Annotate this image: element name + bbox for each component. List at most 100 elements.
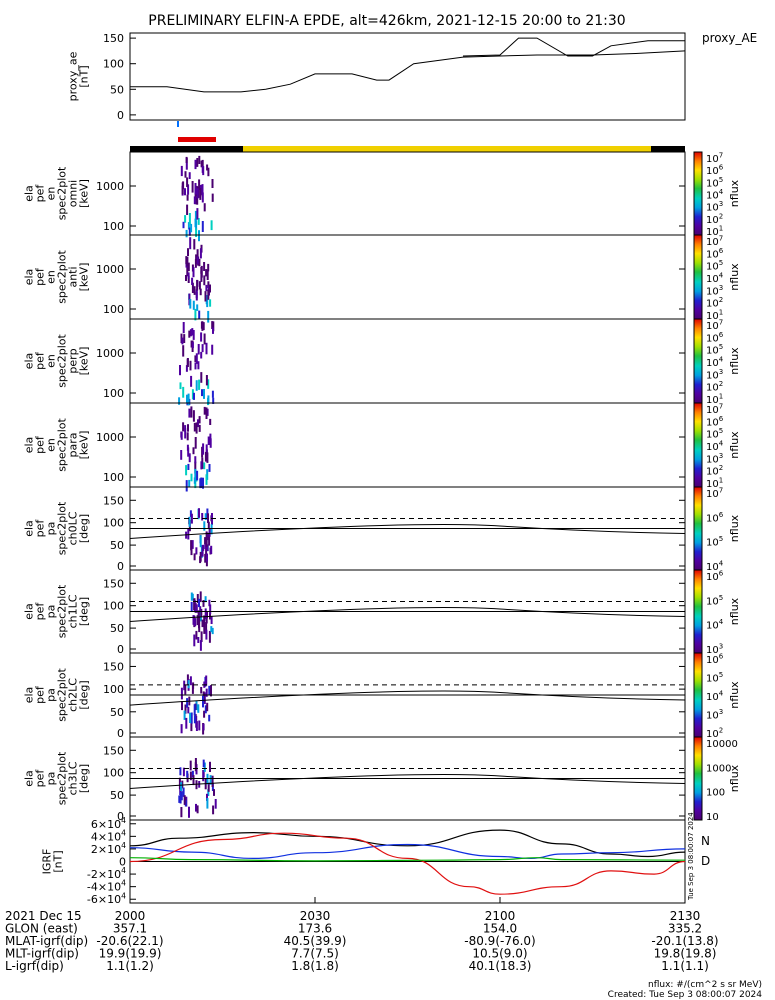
spec2plot_ch2LC-ytick-label: 50 [110, 706, 124, 719]
spec2plot_ch3LC-pixel [182, 767, 185, 777]
spec2plot_anti-pixel [187, 275, 190, 283]
xaxis-row-label: 2021 Dec 15 [5, 909, 82, 923]
red-marker [178, 137, 216, 142]
spec2plot_omni-frame [129, 151, 686, 236]
spec2plot_para-colorbar-tick: 105 [706, 427, 723, 441]
spec2plot_para-pixel [188, 479, 191, 487]
spec2plot_para-pixel [187, 424, 189, 432]
spec2plot_ch1LC-pixel [211, 627, 214, 635]
spec2plot_ch0LC-pixel [210, 524, 213, 535]
spec2plot_ch2LC-colorbar-tick: 106 [706, 653, 724, 667]
panel-spec2plot_ch0LC: elapefpaspec2plotch0LC[deg] 150 100 50 0 107 1… [23, 486, 741, 573]
spec2plot_ch3LC-ylabel: elapefpaspec2plotch3LC[deg] [23, 751, 91, 805]
spec2plot_para-pixel [206, 408, 209, 416]
spec2plot_ch3LC-colorbar-tick: 10000 [706, 739, 738, 750]
spec2plot_anti-pixel [196, 279, 199, 291]
spec2plot_ch1LC-pixel [203, 623, 206, 634]
spec2plot_para-colorbar-label: nflux [728, 431, 741, 459]
panel-spec2plot_ch1LC: elapefpaspec2plotch1LC[deg] 150 100 50 0 106 1… [23, 569, 741, 656]
spec2plot_perp-colorbar [693, 318, 703, 404]
igrf-ytick-label: 4×104 [91, 828, 126, 843]
spec2plot_perp-pixel [193, 392, 195, 400]
spec2plot_ch1LC-pixel [190, 601, 193, 612]
spec2plot_ch1LC-pixel [193, 634, 196, 647]
spec2plot_para-pixel [188, 408, 191, 418]
spec2plot_omni-pixel [210, 220, 213, 231]
xaxis-value: 2000 [115, 909, 146, 923]
spec2plot_ch3LC-pixel [209, 761, 211, 772]
spec2plot_ch2LC-colorbar-tick: 103 [706, 708, 723, 722]
spec2plot_para-colorbar-tick: 102 [706, 464, 723, 478]
spec2plot_anti-pixel [191, 277, 194, 285]
spec2plot_ch1LC-pixel [198, 617, 201, 625]
timestamp-side: Tue Sep 3 08:00:07 2024 [687, 812, 695, 901]
spec2plot_para-pixel [209, 438, 212, 448]
spec2plot_para-pixel [203, 406, 206, 415]
spec2plot_ch2LC-pixel [193, 704, 196, 716]
xaxis-value: 40.1(18.3) [469, 959, 532, 973]
spec2plot_anti-colorbar-label: nflux [728, 263, 741, 291]
spec2plot_para-colorbar-tick: 107 [706, 403, 723, 417]
spec2plot_ch0LC-pixel [190, 546, 193, 556]
xaxis-value: 357.1 [113, 922, 147, 936]
spec2plot_ch3LC-pixel [178, 795, 181, 803]
spec2plot_ch2LC-pixel [200, 687, 203, 694]
spec2plot_anti-pixel [194, 259, 197, 268]
spec2plot_ch2LC-ylabel: elapefpaspec2plotch2LC[deg] [23, 668, 91, 722]
spec2plot_para-colorbar-tick: 104 [706, 440, 724, 454]
spec2plot_anti-pixel [186, 264, 189, 277]
spec2plot_para-pixel [182, 422, 185, 432]
spec2plot_omni-pixel [190, 223, 193, 233]
spec2plot_anti-pixel [185, 275, 187, 281]
xaxis-value: 335.2 [668, 922, 702, 936]
spec2plot_para-pixel [194, 437, 197, 449]
spec2plot_ch0LC-pixel [187, 528, 190, 540]
spec2plot_ch2LC-colorbar-tick: 104 [706, 690, 724, 704]
spec2plot_perp-pixel [189, 329, 192, 337]
spec2plot_perp-pixel [191, 389, 194, 400]
spec2plot_ch1LC-pixel [198, 621, 200, 629]
spec2plot_anti-pixel [193, 239, 196, 250]
spec2plot_ch3LC-ytick-label: 100 [103, 767, 124, 780]
xaxis-row-label: GLON (east) [5, 922, 78, 936]
spec2plot_ch0LC-colorbar-tick: 106 [706, 511, 724, 525]
spec2plot_para-colorbar-tick: 103 [706, 452, 723, 466]
proxy-ae-line-2 [462, 37, 685, 57]
spec2plot_para-pixel [184, 428, 187, 439]
spec2plot_ch2LC-pixel [205, 688, 208, 697]
spec2plot_anti-colorbar [693, 234, 703, 320]
spec2plot_ch3LC-pixel [189, 771, 192, 781]
spec2plot_anti-pixel [192, 267, 195, 278]
spec2plot_ch2LC-pixel [184, 684, 187, 695]
spec2plot_ch2LC-pixel [203, 710, 206, 718]
spec2plot_omni-colorbar [693, 151, 703, 236]
spec2plot_ch2LC-pixel [203, 692, 206, 705]
spec2plot_ch1LC-colorbar-tick: 106 [706, 570, 724, 584]
spec2plot_ch2LC-lc-curve [129, 690, 686, 706]
spec2plot_perp-pixel [200, 372, 203, 383]
spec2plot_ch2LC-pixel [195, 721, 198, 731]
spec2plot_ch2LC-pixel [189, 712, 192, 723]
spec2plot_omni-colorbar-tick: 105 [706, 176, 723, 190]
spec2plot_ch2LC-pixel [181, 701, 183, 711]
spec2plot_para-colorbar-tick: 101 [706, 477, 723, 491]
spec2plot_perp-pixel [195, 380, 198, 391]
spec2plot_omni-pixel [193, 196, 196, 205]
spec2plot_omni-pixel [198, 230, 200, 242]
spec2plot_perp-pixel [181, 337, 184, 345]
spec2plot_ch3LC-colorbar-tick: 1000 [706, 763, 731, 774]
xaxis-value: 19.8(19.8) [654, 947, 717, 961]
spec2plot_para-pixel [184, 425, 187, 432]
spec2plot_ch0LC-pixel [201, 513, 204, 521]
spec2plot_ch0LC-lc-curve [129, 524, 686, 539]
xaxis-value: 2130 [670, 909, 701, 923]
spec2plot_ch0LC-ylabel: elapefpaspec2plotch0LC[deg] [23, 501, 91, 555]
spec2plot_omni-colorbar-tick: 106 [706, 164, 724, 178]
spec2plot_perp-pixel [191, 328, 194, 336]
spec2plot_ch1LC-lc-curve [129, 607, 686, 622]
spec2plot_ch0LC-ytick-label: 150 [103, 494, 124, 507]
spec2plot_anti-colorbar-tick: 106 [706, 247, 724, 261]
spec2plot_anti-pixel [194, 308, 197, 321]
spec2plot_omni-ylabel: elapefenspec2plotomni[keV] [23, 166, 91, 220]
xaxis-value: -20.1(13.8) [651, 934, 718, 948]
